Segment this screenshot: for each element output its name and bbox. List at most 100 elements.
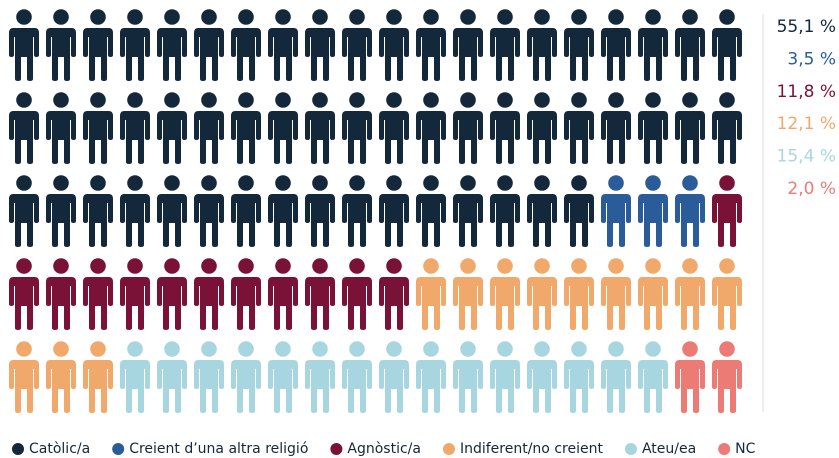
icon-head <box>238 341 254 357</box>
person-icon <box>675 9 705 81</box>
icon-head <box>719 258 735 274</box>
icon-body <box>453 28 483 81</box>
person-icon <box>342 258 372 330</box>
person-icon <box>231 258 261 330</box>
person-icon <box>379 92 409 164</box>
person-icon <box>675 175 705 247</box>
legend-label: NC <box>735 441 755 457</box>
person-icon <box>638 92 668 164</box>
icon-head <box>645 341 661 357</box>
icon-body <box>46 28 76 81</box>
legend-swatch <box>718 443 731 455</box>
icon-head <box>682 92 698 108</box>
person-icon <box>268 258 298 330</box>
icon-head <box>53 341 69 357</box>
value-label: 15,4 % <box>777 147 836 167</box>
person-icon <box>120 9 150 81</box>
icon-head <box>127 92 143 108</box>
icon-head <box>534 341 550 357</box>
person-icon <box>231 9 261 81</box>
person-icon <box>453 9 483 81</box>
person-icon <box>9 341 39 413</box>
icon-body <box>638 111 668 164</box>
person-icon <box>305 258 335 330</box>
icon-head <box>53 92 69 108</box>
icon-body <box>157 28 187 81</box>
icon-head <box>386 92 402 108</box>
icon-body <box>675 194 705 247</box>
icon-head <box>497 258 513 274</box>
icon-body <box>379 111 409 164</box>
icon-body <box>46 360 76 413</box>
icon-body <box>342 277 372 330</box>
person-icon <box>268 9 298 81</box>
person-icon <box>638 341 668 413</box>
icon-head <box>645 92 661 108</box>
icon-head <box>423 175 439 191</box>
legend-swatch <box>330 443 343 455</box>
icon-body <box>453 360 483 413</box>
person-icon <box>120 341 150 413</box>
icon-head <box>349 92 365 108</box>
person-icon <box>712 341 742 413</box>
person-icon <box>601 258 631 330</box>
person-icon <box>527 9 557 81</box>
person-icon <box>194 258 224 330</box>
icon-body <box>712 111 742 164</box>
person-icon <box>194 9 224 81</box>
icon-body <box>712 277 742 330</box>
icon-head <box>423 9 439 25</box>
person-icon <box>305 341 335 413</box>
icon-body <box>379 194 409 247</box>
icon-body <box>564 360 594 413</box>
icon-body <box>194 28 224 81</box>
icon-head <box>534 9 550 25</box>
person-icon <box>453 258 483 330</box>
icon-body <box>453 194 483 247</box>
icon-head <box>16 9 32 25</box>
icon-head <box>682 175 698 191</box>
value-label: 3,5 % <box>787 49 836 69</box>
icon-head <box>682 9 698 25</box>
icon-body <box>638 360 668 413</box>
legend-swatch <box>442 443 455 455</box>
icon-head <box>349 9 365 25</box>
person-icon <box>268 175 298 247</box>
icon-head <box>201 258 217 274</box>
icon-body <box>83 360 113 413</box>
person-icon <box>379 341 409 413</box>
person-icon <box>379 9 409 81</box>
icon-body <box>601 111 631 164</box>
icon-head <box>16 341 32 357</box>
icon-head <box>571 341 587 357</box>
icon-head <box>201 341 217 357</box>
person-icon <box>638 9 668 81</box>
icon-head <box>682 258 698 274</box>
person-icon <box>305 92 335 164</box>
icon-head <box>349 175 365 191</box>
icon-body <box>527 194 557 247</box>
icon-body <box>342 28 372 81</box>
legend-label: Agnòstic/a <box>347 441 421 457</box>
person-icon <box>490 175 520 247</box>
icon-body <box>9 277 39 330</box>
icon-head <box>645 258 661 274</box>
icon-body <box>712 28 742 81</box>
icon-body <box>46 194 76 247</box>
icon-head <box>127 175 143 191</box>
icon-head <box>534 92 550 108</box>
person-icon <box>83 9 113 81</box>
icon-body <box>231 111 261 164</box>
person-icon <box>564 258 594 330</box>
icon-body <box>453 111 483 164</box>
icon-body <box>9 28 39 81</box>
icon-head <box>164 9 180 25</box>
person-icon <box>712 9 742 81</box>
person-icon <box>83 258 113 330</box>
person-icon <box>120 92 150 164</box>
icon-head <box>238 258 254 274</box>
person-icon <box>712 258 742 330</box>
person-icon <box>490 92 520 164</box>
icon-body <box>194 360 224 413</box>
person-icon <box>379 175 409 247</box>
